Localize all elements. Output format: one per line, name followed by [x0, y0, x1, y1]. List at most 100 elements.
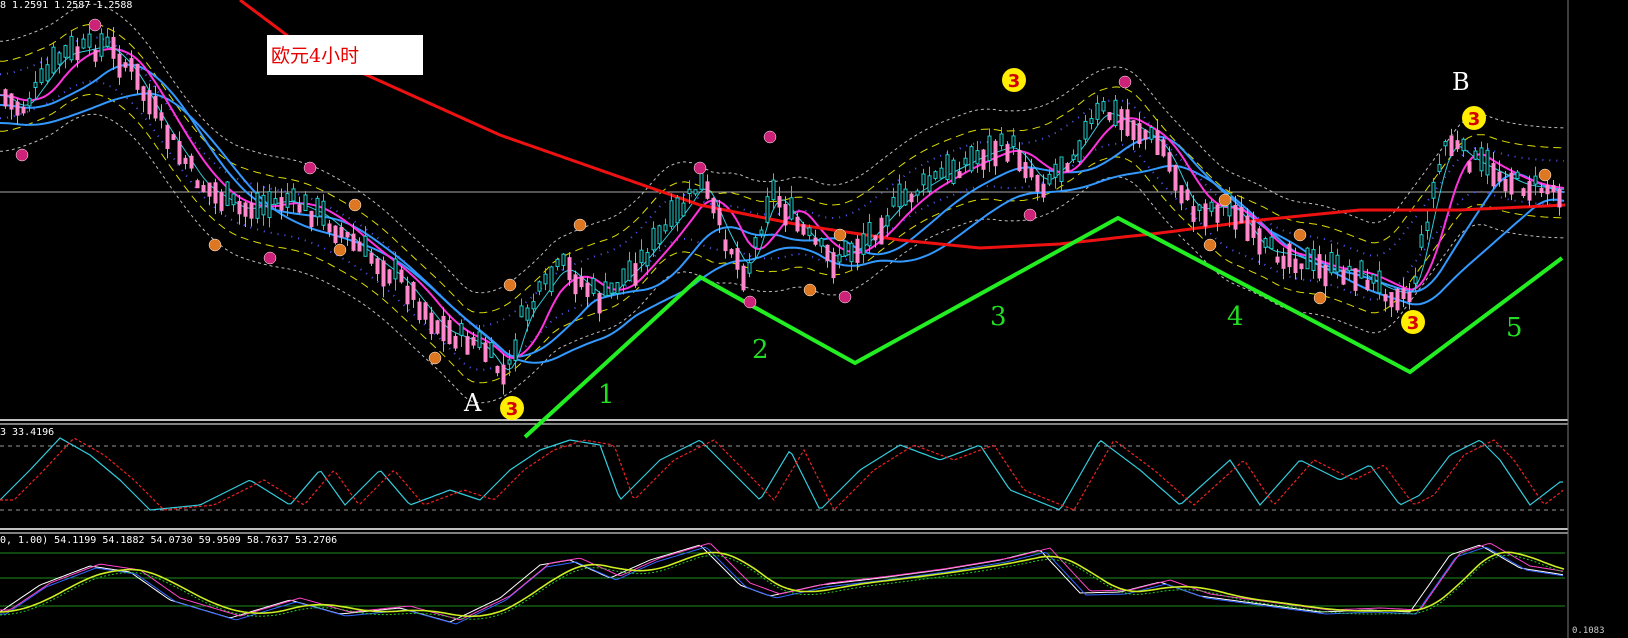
candle-body	[993, 140, 998, 167]
candle-body	[1323, 264, 1328, 287]
candle-body	[1365, 279, 1370, 291]
candle-body	[183, 157, 188, 164]
fractal-dot	[333, 243, 347, 257]
osc2-green-dotted-line	[0, 554, 1565, 620]
fractal-dot	[1538, 168, 1552, 182]
candle-body	[477, 331, 482, 348]
candle-body	[1299, 263, 1304, 270]
candle-body	[1137, 123, 1142, 145]
candle-body	[177, 141, 182, 165]
candle-body	[1329, 251, 1334, 274]
candle-body	[1053, 163, 1058, 178]
candle-body	[1341, 269, 1346, 285]
candle-body	[1263, 238, 1268, 248]
candle-body	[213, 182, 218, 204]
candle-body	[525, 307, 530, 321]
candle-body	[747, 262, 752, 274]
candle-body	[945, 154, 950, 180]
candle-body	[513, 339, 518, 362]
candle-body	[273, 198, 278, 205]
candle-body	[999, 133, 1004, 147]
candle-body	[219, 191, 224, 211]
candle-body	[1065, 163, 1070, 172]
candle-body	[1389, 292, 1394, 308]
candle-body	[555, 258, 560, 268]
osc2-indicator-values: 0, 1.00) 54.1199 54.1882 54.0730 59.9509…	[0, 535, 338, 546]
signal-marker-circle	[1401, 310, 1425, 334]
candle-body	[669, 200, 674, 227]
candle-body	[1131, 120, 1136, 141]
fractal-dot	[743, 295, 757, 309]
candle-body	[69, 35, 74, 61]
candle-body	[777, 196, 782, 208]
candle-body	[429, 312, 434, 335]
candle-body	[813, 237, 818, 245]
candle-body	[1233, 205, 1238, 230]
candle-body	[309, 210, 314, 228]
candle-body	[381, 260, 386, 287]
candle-body	[1035, 174, 1040, 192]
candle-body	[1539, 187, 1544, 194]
candle-body	[591, 277, 596, 294]
candle-body	[123, 62, 128, 68]
candle-body	[603, 281, 608, 297]
candle-body	[861, 233, 866, 255]
candle-body	[1005, 144, 1010, 162]
candle-body	[117, 53, 122, 78]
candle-body	[615, 282, 620, 295]
elliott-wave-layer	[523, 215, 1564, 439]
candle-body	[1485, 149, 1490, 176]
wave-label-1: 1	[598, 380, 615, 410]
candle-body	[315, 197, 320, 218]
candle-body	[165, 124, 170, 149]
lower-outer-band	[0, 113, 1565, 404]
candle-body	[45, 64, 50, 82]
candle-body	[111, 36, 116, 59]
candle-body	[1167, 152, 1172, 172]
candle-body	[321, 200, 326, 226]
candle-body	[261, 194, 266, 216]
candle-body	[1407, 291, 1412, 303]
candle-body	[15, 101, 20, 116]
candle-body	[1251, 220, 1256, 238]
candle-body	[1509, 172, 1514, 195]
candle-body	[387, 269, 392, 284]
candle-body	[1377, 270, 1382, 294]
candle-body	[1173, 165, 1178, 191]
candle-body	[771, 179, 776, 201]
fractal-dot	[1313, 291, 1327, 305]
candle-body	[1125, 109, 1130, 136]
candle-body	[1521, 188, 1526, 197]
candle-body	[225, 181, 230, 206]
candle-body	[1239, 207, 1244, 224]
candle-body	[207, 182, 212, 197]
fractal-dot	[15, 148, 29, 162]
title-box: 欧元4小时	[267, 35, 423, 75]
signal-marker-label: 3	[1468, 109, 1481, 130]
candle-body	[645, 252, 650, 267]
candle-body	[1209, 201, 1214, 212]
candle-body	[573, 274, 578, 295]
candle-body	[927, 175, 932, 192]
candle-body	[1425, 221, 1430, 232]
candle-body	[789, 197, 794, 220]
candle-body	[345, 231, 350, 238]
candle-body	[291, 188, 296, 202]
candle-body	[597, 293, 602, 314]
candle-body	[1455, 140, 1460, 150]
candle-body	[93, 49, 98, 62]
fractal-dot	[803, 283, 817, 297]
candle-body	[1419, 234, 1424, 248]
candle-body	[279, 197, 284, 211]
candle-body	[1347, 265, 1352, 272]
candle-body	[339, 226, 344, 238]
multi-oscillator-panel	[0, 543, 1565, 625]
candle-body	[129, 58, 134, 72]
candle-body	[1215, 204, 1220, 223]
candle-body	[693, 189, 698, 195]
candle-body	[1515, 171, 1520, 180]
candle-body	[363, 235, 368, 257]
candle-body	[147, 90, 152, 115]
candle-body	[423, 302, 428, 320]
fractal-dot	[348, 198, 362, 212]
